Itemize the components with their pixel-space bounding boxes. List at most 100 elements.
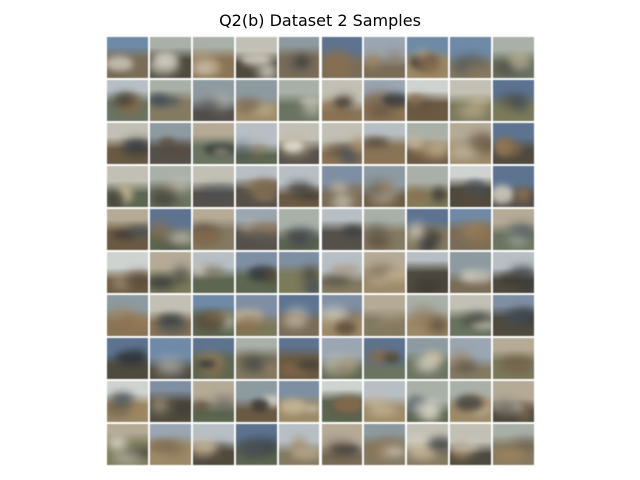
sample-image-tile [407, 37, 449, 78]
sample-image-tile [235, 209, 277, 250]
sample-image-tile [364, 37, 406, 78]
sample-image-tile [321, 338, 363, 379]
sample-image-tile [493, 424, 534, 465]
sample-image-tile [235, 424, 277, 465]
sample-image-tile [407, 424, 449, 465]
sample-image-tile [107, 80, 148, 121]
sample-image-tile [321, 80, 363, 121]
sample-image-tile [192, 80, 234, 121]
sample-image-tile [107, 295, 148, 336]
sample-image-tile [407, 381, 449, 422]
sample-image-tile [407, 295, 449, 336]
sample-image-tile [493, 166, 534, 207]
sample-image-tile [278, 37, 320, 78]
sample-image-tile [321, 252, 363, 293]
sample-image-tile [107, 424, 148, 465]
sample-image-tile [107, 123, 148, 164]
sample-image-tile [493, 80, 534, 121]
sample-image-tile [149, 166, 191, 207]
sample-image-tile [493, 123, 534, 164]
sample-image-tile [450, 80, 492, 121]
sample-image-tile [364, 381, 406, 422]
sample-image-tile [278, 338, 320, 379]
sample-image-tile [149, 295, 191, 336]
sample-image-tile [364, 252, 406, 293]
figure-title: Q2(b) Dataset 2 Samples [219, 11, 421, 30]
sample-image-tile [107, 252, 148, 293]
sample-image-tile [450, 295, 492, 336]
sample-image-tile [321, 123, 363, 164]
sample-image-tile [149, 252, 191, 293]
sample-image-tile [493, 209, 534, 250]
sample-image-tile [450, 123, 492, 164]
sample-image-tile [149, 37, 191, 78]
sample-image-tile [278, 381, 320, 422]
sample-image-tile [149, 123, 191, 164]
sample-image-tile [493, 295, 534, 336]
sample-image-tile [192, 123, 234, 164]
sample-image-tile [235, 123, 277, 164]
sample-image-tile [107, 209, 148, 250]
sample-image-tile [192, 166, 234, 207]
sample-image-tile [450, 338, 492, 379]
sample-image-tile [407, 123, 449, 164]
sample-image-tile [149, 338, 191, 379]
sample-image-tile [364, 295, 406, 336]
sample-image-tile [149, 209, 191, 250]
sample-image-tile [450, 37, 492, 78]
sample-image-tile [407, 338, 449, 379]
sample-image-tile [192, 37, 234, 78]
sample-image-tile [278, 166, 320, 207]
sample-image-tile [493, 381, 534, 422]
sample-image-tile [364, 166, 406, 207]
sample-image-tile [192, 424, 234, 465]
sample-image-tile [107, 338, 148, 379]
sample-image-tile [321, 381, 363, 422]
sample-image-tile [107, 381, 148, 422]
sample-image-tile [407, 252, 449, 293]
sample-image-tile [450, 209, 492, 250]
sample-image-tile [450, 381, 492, 422]
sample-image-tile [278, 252, 320, 293]
sample-image-tile [278, 123, 320, 164]
sample-image-tile [407, 209, 449, 250]
sample-image-tile [364, 123, 406, 164]
sample-image-tile [235, 338, 277, 379]
sample-image-tile [450, 252, 492, 293]
sample-image-tile [407, 166, 449, 207]
sample-image-tile [364, 209, 406, 250]
sample-image-tile [321, 209, 363, 250]
sample-image-tile [493, 252, 534, 293]
sample-image-tile [235, 80, 277, 121]
sample-image-tile [107, 37, 148, 78]
sample-image-tile [364, 338, 406, 379]
sample-image-tile [278, 209, 320, 250]
sample-image-tile [321, 37, 363, 78]
sample-image-tile [235, 295, 277, 336]
sample-image-tile [321, 295, 363, 336]
sample-image-tile [235, 381, 277, 422]
sample-image-grid [107, 37, 534, 465]
sample-image-tile [450, 166, 492, 207]
sample-image-tile [149, 80, 191, 121]
sample-image-tile [235, 252, 277, 293]
sample-image-tile [321, 166, 363, 207]
sample-image-tile [278, 424, 320, 465]
sample-image-tile [192, 381, 234, 422]
sample-image-tile [235, 166, 277, 207]
sample-image-tile [192, 295, 234, 336]
sample-image-tile [321, 424, 363, 465]
sample-image-tile [364, 424, 406, 465]
sample-image-tile [407, 80, 449, 121]
sample-image-tile [149, 381, 191, 422]
sample-image-tile [364, 80, 406, 121]
sample-image-tile [192, 338, 234, 379]
sample-image-tile [192, 209, 234, 250]
sample-image-tile [493, 37, 534, 78]
sample-image-tile [192, 252, 234, 293]
sample-image-tile [149, 424, 191, 465]
sample-image-tile [107, 166, 148, 207]
sample-image-tile [278, 80, 320, 121]
sample-image-tile [278, 295, 320, 336]
sample-image-tile [493, 338, 534, 379]
